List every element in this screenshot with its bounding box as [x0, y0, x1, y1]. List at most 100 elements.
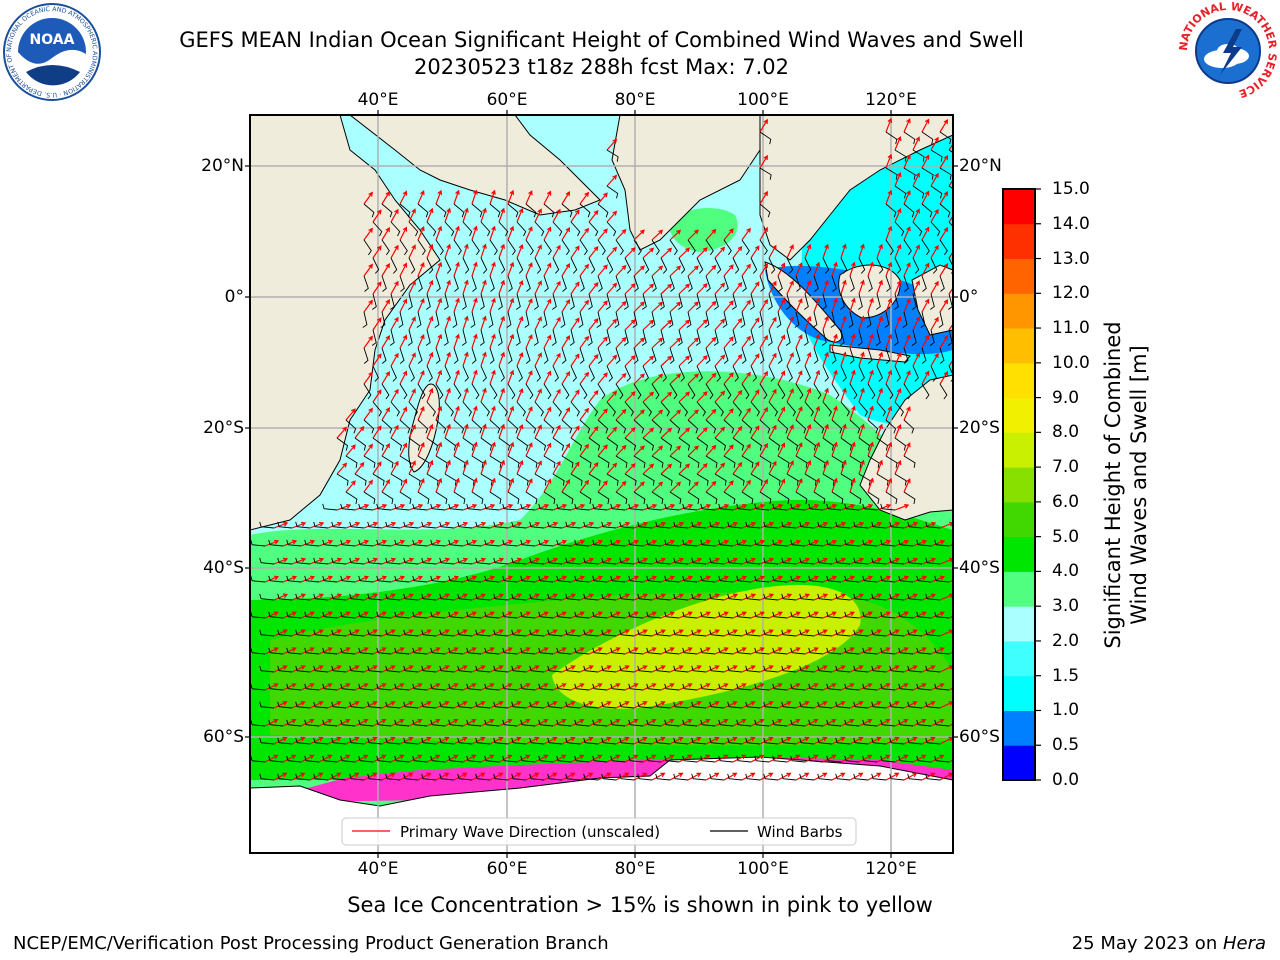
wave-direction-arrow	[759, 190, 768, 205]
wave-direction-arrow	[912, 172, 920, 187]
wave-direction-arrow	[705, 736, 720, 745]
wave-direction-arrow	[552, 460, 561, 475]
wave-direction-arrow	[741, 227, 751, 241]
wind-barb	[515, 329, 521, 346]
wave-direction-arrow	[777, 262, 786, 277]
wave-direction-arrow	[642, 319, 655, 331]
wind-barb	[331, 557, 347, 565]
wave-direction-arrow	[408, 647, 423, 655]
wind-barb	[633, 347, 639, 364]
wave-direction-arrow	[408, 388, 416, 403]
wave-direction-arrow	[606, 246, 618, 259]
wind-barb	[488, 311, 494, 328]
wind-barb	[313, 557, 329, 565]
wave-direction-arrow	[534, 280, 542, 295]
wave-direction-arrow	[606, 318, 618, 331]
wind-barb	[412, 755, 428, 763]
wind-barb	[876, 401, 886, 417]
wave-direction-arrow	[435, 477, 443, 493]
wave-direction-arrow	[741, 263, 751, 277]
wave-direction-arrow	[516, 459, 524, 475]
wind-barb	[925, 701, 941, 709]
wind-barb	[592, 611, 608, 619]
wind-barb	[579, 275, 585, 292]
wave-direction-arrow	[885, 736, 900, 745]
wave-direction-arrow	[723, 264, 734, 277]
wind-barb	[547, 557, 563, 565]
wave-direction-arrow	[597, 264, 608, 277]
wave-direction-arrow	[651, 593, 667, 601]
wind-barb	[660, 293, 665, 310]
wave-direction-arrow	[399, 629, 414, 637]
wind-barb	[597, 383, 606, 400]
wave-direction-arrow	[462, 315, 469, 331]
wave-direction-arrow	[399, 478, 408, 493]
wave-direction-arrow	[714, 754, 729, 763]
wind-barb	[903, 167, 916, 180]
wind-barb	[794, 311, 800, 328]
wave-direction-arrow	[561, 629, 576, 637]
wind-barb	[592, 539, 608, 547]
wind-barb	[831, 383, 840, 400]
wave-direction-arrow	[885, 665, 900, 673]
wave-direction-arrow	[651, 701, 666, 709]
wind-barb	[484, 611, 500, 619]
wind-barb	[583, 557, 599, 565]
wave-direction-arrow	[705, 521, 721, 529]
wave-direction-arrow	[381, 736, 396, 745]
wave-direction-arrow	[372, 719, 387, 727]
wind-barb	[426, 401, 436, 417]
wave-direction-arrow	[759, 334, 768, 349]
wave-direction-arrow	[543, 772, 558, 781]
wind-barb	[867, 491, 880, 505]
wave-direction-arrow	[309, 557, 325, 565]
wind-barb	[376, 719, 392, 727]
wind-barb	[358, 755, 374, 763]
wave-direction-arrow	[732, 719, 747, 727]
wave-direction-arrow	[687, 736, 702, 745]
wind-barb	[349, 557, 365, 565]
wind-barb	[637, 593, 653, 601]
wind-barb	[471, 275, 477, 292]
wave-direction-arrow	[453, 189, 460, 205]
wind-barb	[876, 257, 884, 274]
wind-barb	[781, 737, 797, 745]
wave-direction-arrow	[561, 407, 571, 421]
wave-direction-arrow	[426, 243, 434, 259]
wind-barb	[885, 131, 898, 145]
wave-direction-arrow	[264, 754, 279, 763]
wind-barb	[745, 557, 761, 565]
wind-barb	[704, 311, 710, 328]
wind-barb	[295, 557, 311, 565]
wind-barb	[664, 647, 680, 655]
wind-barb	[795, 383, 804, 400]
wind-barb	[722, 311, 728, 328]
wind-barb	[727, 665, 743, 673]
wind-barb	[507, 203, 519, 218]
wave-direction-arrow	[480, 754, 495, 763]
wind-barb	[421, 521, 437, 529]
wind-barb	[903, 491, 916, 505]
wind-barb	[376, 503, 392, 511]
wave-direction-arrow	[885, 593, 901, 601]
wave-direction-arrow	[471, 405, 478, 421]
wind-barb	[358, 719, 374, 727]
wind-barb	[403, 521, 419, 529]
wind-barb	[632, 311, 638, 328]
wind-barb	[835, 593, 851, 601]
wind-barb	[340, 647, 356, 655]
wave-direction-arrow	[615, 228, 627, 241]
colorbar-tick-label: 11.0	[1052, 318, 1090, 339]
wind-barb	[871, 737, 887, 745]
colorbar-segment	[1003, 745, 1035, 781]
wave-direction-arrow	[714, 318, 726, 331]
wind-barb	[718, 719, 734, 727]
wave-direction-arrow	[507, 333, 515, 349]
wave-direction-arrow	[669, 409, 682, 421]
wave-direction-arrow	[390, 719, 405, 727]
wind-barb	[394, 719, 410, 727]
wave-direction-arrow	[462, 647, 477, 655]
wave-direction-arrow	[372, 245, 382, 259]
wave-direction-arrow	[318, 539, 334, 547]
wind-barb	[434, 311, 440, 328]
